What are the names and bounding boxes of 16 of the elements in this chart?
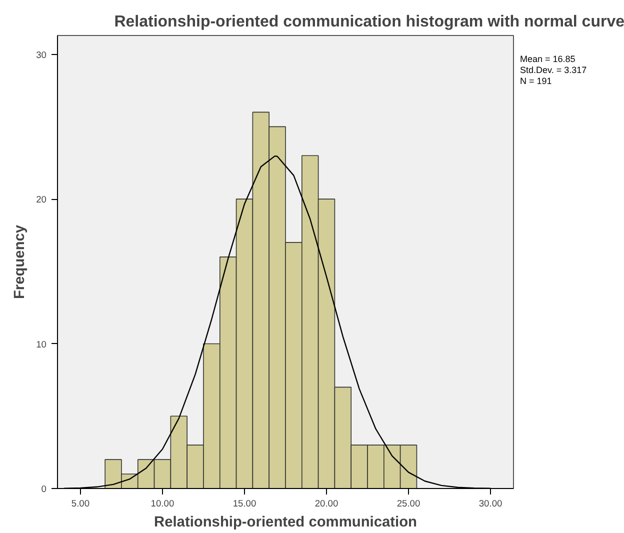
x-tick-label: 20.00	[314, 498, 338, 508]
x-tick-label: 15.00	[232, 498, 256, 508]
x-tick-label: 30.00	[478, 498, 502, 508]
x-axis-title: Relationship-oriented communication	[154, 514, 418, 530]
y-axis-title: Frequency	[12, 224, 28, 300]
x-tick-label: 25.00	[396, 498, 420, 508]
y-tick-label: 10	[36, 339, 47, 350]
y-tick-label: 20	[36, 194, 47, 205]
text: N = 191	[520, 76, 552, 86]
text: Mean = 16.85	[520, 54, 576, 64]
y-tick-label: 0	[41, 484, 47, 494]
chart-title: Relationship-oriented communication histogram with normal curve	[114, 14, 624, 30]
y-tick-label: 30	[36, 50, 47, 60]
x-tick-label: 5.00	[71, 498, 90, 508]
text: Std.Dev. = 3.317	[520, 65, 587, 75]
x-tick-label: 10.00	[150, 498, 174, 508]
